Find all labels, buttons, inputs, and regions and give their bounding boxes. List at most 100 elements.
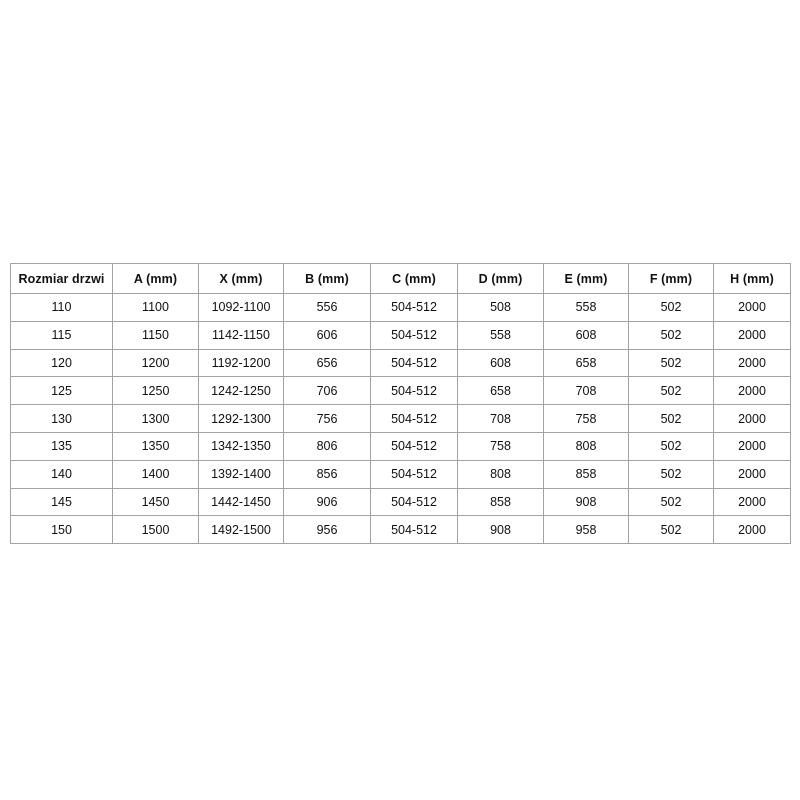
cell-d: 558 (457, 320, 544, 350)
cell-x: 1442-1450 (198, 487, 284, 517)
cell-c: 504-512 (370, 459, 458, 489)
table-row: 125 1250 1242-1250 706 504-512 658 708 5… (10, 376, 791, 406)
cell-e: 958 (543, 515, 629, 545)
column-header-f: F (mm) (628, 263, 714, 294)
table-row: 115 1150 1142-1150 606 504-512 558 608 5… (10, 320, 791, 350)
cell-d: 908 (457, 515, 544, 545)
cell-h: 2000 (713, 515, 791, 545)
cell-x: 1392-1400 (198, 459, 284, 489)
table-row: 120 1200 1192-1200 656 504-512 608 658 5… (10, 348, 791, 378)
cell-rozmiar-drzwi: 115 (10, 320, 113, 350)
cell-f: 502 (628, 431, 714, 461)
cell-a: 1500 (112, 515, 199, 545)
cell-f: 502 (628, 404, 714, 433)
cell-rozmiar-drzwi: 120 (10, 348, 113, 378)
cell-rozmiar-drzwi: 130 (10, 404, 113, 433)
door-size-specification-table: Rozmiar drzwi A (mm) X (mm) B (mm) C (mm… (10, 263, 791, 545)
cell-d: 808 (457, 459, 544, 489)
column-header-c: C (mm) (370, 263, 458, 294)
table-body: 110 1100 1092-1100 556 504-512 508 558 5… (10, 293, 791, 545)
cell-x: 1492-1500 (198, 515, 284, 545)
cell-h: 2000 (713, 320, 791, 350)
column-header-x: X (mm) (198, 263, 284, 294)
cell-c: 504-512 (370, 404, 458, 433)
cell-e: 808 (543, 431, 629, 461)
cell-x: 1292-1300 (198, 404, 284, 433)
column-header-rozmiar-drzwi: Rozmiar drzwi (10, 263, 113, 294)
cell-d: 608 (457, 348, 544, 378)
cell-a: 1300 (112, 404, 199, 433)
cell-rozmiar-drzwi: 110 (10, 293, 113, 322)
cell-c: 504-512 (370, 348, 458, 378)
cell-x: 1342-1350 (198, 431, 284, 461)
cell-a: 1200 (112, 348, 199, 378)
cell-h: 2000 (713, 376, 791, 406)
cell-b: 556 (283, 293, 371, 322)
cell-f: 502 (628, 320, 714, 350)
cell-c: 504-512 (370, 376, 458, 406)
table-header-row: Rozmiar drzwi A (mm) X (mm) B (mm) C (mm… (10, 263, 791, 294)
cell-x: 1192-1200 (198, 348, 284, 378)
cell-x: 1092-1100 (198, 293, 284, 322)
cell-c: 504-512 (370, 293, 458, 322)
cell-x: 1142-1150 (198, 320, 284, 350)
cell-f: 502 (628, 515, 714, 545)
cell-rozmiar-drzwi: 135 (10, 431, 113, 461)
cell-e: 908 (543, 487, 629, 517)
cell-d: 758 (457, 431, 544, 461)
column-header-a: A (mm) (112, 263, 199, 294)
cell-h: 2000 (713, 348, 791, 378)
cell-rozmiar-drzwi: 145 (10, 487, 113, 517)
cell-a: 1400 (112, 459, 199, 489)
column-header-d: D (mm) (457, 263, 544, 294)
table-header: Rozmiar drzwi A (mm) X (mm) B (mm) C (mm… (10, 263, 791, 294)
cell-h: 2000 (713, 459, 791, 489)
cell-a: 1450 (112, 487, 199, 517)
table-row: 110 1100 1092-1100 556 504-512 508 558 5… (10, 293, 791, 322)
table-row: 145 1450 1442-1450 906 504-512 858 908 5… (10, 487, 791, 517)
table-row: 130 1300 1292-1300 756 504-512 708 758 5… (10, 404, 791, 433)
column-header-h: H (mm) (713, 263, 791, 294)
cell-e: 708 (543, 376, 629, 406)
cell-f: 502 (628, 376, 714, 406)
cell-f: 502 (628, 459, 714, 489)
cell-c: 504-512 (370, 515, 458, 545)
cell-rozmiar-drzwi: 140 (10, 459, 113, 489)
cell-a: 1250 (112, 376, 199, 406)
cell-c: 504-512 (370, 320, 458, 350)
column-header-e: E (mm) (543, 263, 629, 294)
cell-d: 708 (457, 404, 544, 433)
cell-b: 806 (283, 431, 371, 461)
cell-e: 558 (543, 293, 629, 322)
spec-table-container: Rozmiar drzwi A (mm) X (mm) B (mm) C (mm… (10, 263, 791, 545)
cell-a: 1100 (112, 293, 199, 322)
cell-a: 1150 (112, 320, 199, 350)
cell-b: 956 (283, 515, 371, 545)
cell-c: 504-512 (370, 487, 458, 517)
cell-e: 758 (543, 404, 629, 433)
cell-d: 508 (457, 293, 544, 322)
cell-b: 906 (283, 487, 371, 517)
cell-d: 858 (457, 487, 544, 517)
cell-h: 2000 (713, 431, 791, 461)
cell-b: 756 (283, 404, 371, 433)
cell-rozmiar-drzwi: 125 (10, 376, 113, 406)
table-row: 140 1400 1392-1400 856 504-512 808 858 5… (10, 459, 791, 489)
cell-b: 606 (283, 320, 371, 350)
cell-b: 656 (283, 348, 371, 378)
cell-x: 1242-1250 (198, 376, 284, 406)
cell-f: 502 (628, 487, 714, 517)
cell-h: 2000 (713, 404, 791, 433)
cell-e: 858 (543, 459, 629, 489)
cell-b: 706 (283, 376, 371, 406)
table-row: 150 1500 1492-1500 956 504-512 908 958 5… (10, 515, 791, 545)
cell-f: 502 (628, 348, 714, 378)
table-row: 135 1350 1342-1350 806 504-512 758 808 5… (10, 431, 791, 461)
cell-d: 658 (457, 376, 544, 406)
cell-e: 608 (543, 320, 629, 350)
cell-f: 502 (628, 293, 714, 322)
cell-h: 2000 (713, 487, 791, 517)
cell-b: 856 (283, 459, 371, 489)
cell-e: 658 (543, 348, 629, 378)
